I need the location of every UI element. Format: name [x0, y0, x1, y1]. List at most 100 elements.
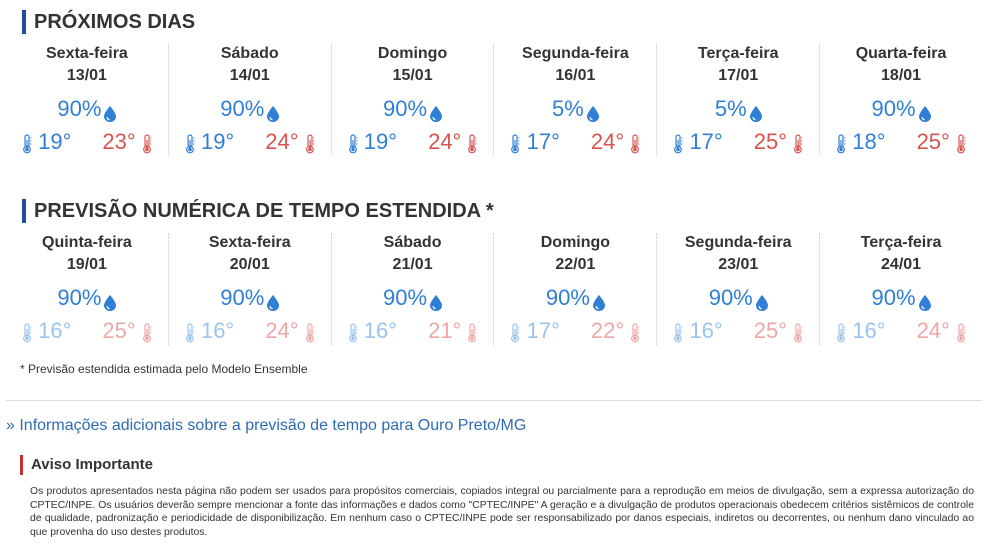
max-temperature: 23°: [102, 128, 152, 156]
day-name: Segunda-feira: [684, 234, 792, 251]
day-card: Segunda-feira 16/01 5% 17° 24°: [493, 44, 656, 156]
rain-probability: 90%: [169, 285, 331, 312]
max-temperature-value: 24°: [265, 129, 299, 154]
day-card: Quarta-feira 18/01 90% 18° 25°: [819, 44, 982, 156]
min-temperature: 19°: [185, 128, 234, 156]
rain-probability: 5%: [494, 96, 656, 123]
day-date: 16/01: [555, 67, 596, 84]
forecast-days-row: Sexta-feira 13/01 90% 19° 23° Sábado 14/01 90…: [6, 44, 982, 156]
thermometer-cold-icon: [22, 133, 32, 154]
day-card: Domingo 15/01 90% 19° 24°: [330, 44, 494, 156]
thermometer-cold-icon: [673, 133, 683, 154]
max-temperature-value: 25°: [753, 318, 788, 343]
thermometer-hot-icon: [467, 133, 477, 154]
water-drop-icon: [104, 102, 117, 123]
thermometer-cold-icon: [348, 133, 358, 154]
max-temperature: 22°: [591, 317, 640, 345]
day-date: 19/01: [66, 256, 107, 273]
rain-value: 90%: [871, 96, 916, 121]
min-temperature-value: 16°: [200, 318, 235, 343]
thermometer-hot-icon: [793, 133, 803, 154]
water-drop-icon: [586, 102, 599, 123]
thermometer-hot-icon: [305, 322, 315, 343]
thermometer-hot-icon: [142, 133, 152, 154]
warning-title: Aviso Importante: [20, 455, 153, 475]
water-drop-icon: [749, 102, 762, 123]
thermometer-cold-icon: [510, 133, 520, 154]
min-temperature-value: 16°: [852, 318, 886, 343]
day-date: 24/01: [881, 256, 922, 273]
max-temperature-value: 25°: [102, 318, 136, 343]
thermometer-cold-icon: [348, 322, 358, 343]
thermometer-hot-icon: [142, 322, 152, 343]
section-title-previsao-estendida: PREVISÃO NUMÉRICA DE TEMPO ESTENDIDA *: [22, 199, 494, 223]
min-temperature-value: 18°: [852, 129, 886, 154]
section-title-proximos-dias: PRÓXIMOS DIAS: [22, 10, 195, 34]
thermometer-cold-icon: [836, 133, 846, 154]
more-info-link[interactable]: » Informações adicionais sobre a previsã…: [6, 417, 527, 434]
max-temperature-value: 24°: [590, 129, 625, 154]
day-date: 23/01: [718, 256, 759, 273]
thermometer-hot-icon: [793, 322, 803, 343]
water-drop-icon: [918, 291, 931, 312]
thermometer-hot-icon: [956, 322, 966, 343]
rain-probability: 90%: [332, 285, 494, 312]
day-card: Sexta-feira 13/01 90% 19° 23°: [6, 44, 168, 156]
thermometer-cold-icon: [185, 133, 195, 154]
day-name: Sábado: [383, 234, 442, 251]
rain-probability: 90%: [820, 285, 982, 312]
max-temperature: 24°: [591, 128, 640, 156]
water-drop-icon: [430, 291, 443, 312]
thermometer-cold-icon: [185, 322, 195, 343]
min-temperature: 16°: [22, 317, 71, 345]
min-temperature: 17°: [510, 317, 560, 345]
rain-probability: 90%: [657, 285, 819, 312]
min-temperature-value: 16°: [363, 318, 398, 343]
thermometer-cold-icon: [673, 322, 683, 343]
day-card: Quinta-feira 19/01 90% 16° 25°: [6, 233, 168, 345]
day-date: 17/01: [718, 67, 759, 84]
max-temperature: 25°: [102, 317, 152, 345]
rain-value: 90%: [708, 285, 753, 310]
day-card: Terça-feira 17/01 5% 17° 25°: [656, 44, 819, 156]
rain-value: 90%: [383, 285, 428, 310]
day-date: 20/01: [229, 256, 270, 273]
day-name: Terça-feira: [697, 45, 779, 62]
day-date: 18/01: [881, 67, 922, 84]
day-name: Sexta-feira: [208, 234, 291, 251]
max-temperature-value: 24°: [916, 318, 950, 343]
thermometer-hot-icon: [305, 133, 315, 154]
day-card: Sábado 21/01 90% 16° 21°: [330, 233, 494, 345]
min-temperature-value: 19°: [363, 129, 398, 154]
min-temperature-value: 16°: [689, 318, 723, 343]
max-temperature-value: 22°: [590, 318, 625, 343]
day-name: Sexta-feira: [46, 45, 128, 62]
day-card: Segunda-feira 23/01 90% 16° 25°: [656, 233, 819, 345]
max-temperature: 25°: [754, 128, 803, 156]
rain-probability: 90%: [494, 285, 656, 312]
day-name: Domingo: [540, 234, 611, 251]
rain-value: 90%: [220, 96, 265, 121]
min-temperature: 17°: [510, 128, 560, 156]
day-card: Terça-feira 24/01 90% 16° 24°: [819, 233, 982, 345]
min-temperature: 18°: [836, 128, 886, 156]
min-temperature: 16°: [348, 317, 397, 345]
max-temperature: 24°: [265, 317, 315, 345]
rain-value: 90%: [57, 285, 102, 310]
min-temperature-value: 16°: [38, 318, 72, 343]
rain-value: 90%: [545, 285, 590, 310]
min-temperature-value: 17°: [526, 318, 560, 343]
thermometer-hot-icon: [467, 322, 477, 343]
rain-value: 90%: [383, 96, 428, 121]
max-temperature-value: 24°: [428, 129, 462, 154]
rain-value: 90%: [220, 285, 265, 310]
max-temperature: 25°: [754, 317, 803, 345]
day-date: 15/01: [392, 67, 433, 84]
rain-probability: 5%: [657, 96, 819, 123]
water-drop-icon: [267, 102, 280, 123]
day-date: 14/01: [229, 67, 270, 84]
water-drop-icon: [918, 102, 931, 123]
min-temperature-value: 17°: [689, 129, 723, 154]
min-temperature: 16°: [673, 317, 723, 345]
day-name: Terça-feira: [860, 234, 942, 251]
